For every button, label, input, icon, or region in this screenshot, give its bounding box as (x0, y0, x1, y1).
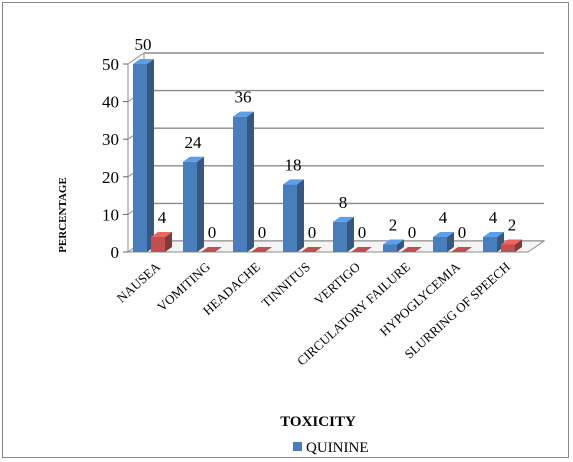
data-label-series-2: 0 (308, 223, 317, 242)
legend-label-quinine: QUININE (306, 440, 368, 456)
legend: QUININE (293, 440, 368, 456)
y-tick-label: 30 (102, 130, 119, 149)
bar-top (433, 231, 454, 237)
data-label-series-2: 0 (458, 223, 467, 242)
bar-face (183, 161, 197, 252)
bar-series-2 (251, 247, 272, 252)
data-label-series-2: 0 (358, 223, 367, 242)
bar-side (197, 156, 204, 252)
bar-series-2 (401, 247, 422, 252)
data-label-quinine: 18 (285, 155, 302, 174)
bar-top (483, 231, 504, 237)
bar-quinine (233, 111, 254, 252)
x-tick-label: VERTIGO (311, 259, 363, 308)
bar-side (297, 179, 304, 252)
x-tick-label: TINNITUS (258, 259, 313, 310)
bar-quinine (333, 216, 354, 252)
data-label-quinine: 2 (389, 215, 398, 234)
y-tick-label: 40 (102, 93, 119, 112)
bar-face (151, 236, 165, 252)
bar-series-2 (301, 247, 322, 252)
bar-top (183, 156, 204, 162)
bar-quinine (383, 239, 404, 252)
bar-top (151, 231, 172, 237)
bar-series-2 (501, 239, 522, 252)
bar-face (483, 236, 497, 252)
bar-face (133, 64, 147, 252)
bar-flat (451, 247, 472, 252)
bar-quinine (283, 179, 304, 252)
bar-top (383, 239, 404, 245)
bar-quinine (433, 231, 454, 252)
bar-top (233, 111, 254, 117)
data-label-series-2: 0 (208, 223, 217, 242)
bar-face (333, 221, 347, 252)
bar-quinine (183, 156, 204, 252)
data-label-quinine: 24 (185, 133, 203, 152)
bar-flat (201, 247, 222, 252)
gridline-depth (127, 52, 145, 65)
bar-face (283, 184, 297, 252)
bar-series-2 (451, 247, 472, 252)
y-tick-label: 10 (102, 205, 119, 224)
bar-flat (301, 247, 322, 252)
bar-face (501, 244, 515, 252)
bar-side (347, 216, 354, 252)
legend-swatch-quinine (293, 442, 302, 451)
bar-series-2 (151, 231, 172, 252)
data-label-series-2: 2 (508, 215, 517, 234)
x-axis-label: TOXICITY (280, 414, 356, 430)
data-label-quinine: 36 (235, 88, 252, 107)
data-label-quinine: 4 (489, 208, 498, 227)
bar-side (397, 239, 404, 252)
bar-quinine (133, 59, 154, 252)
y-tick-label: 0 (111, 243, 120, 262)
data-label-series-2: 0 (258, 223, 267, 242)
x-tick-label: NAUSEA (114, 259, 164, 306)
bar-top (133, 59, 154, 64)
y-tick-label: 20 (102, 168, 119, 187)
bar-side (447, 231, 454, 252)
bar-face (433, 236, 447, 252)
data-label-series-2: 0 (408, 223, 417, 242)
bar-flat (351, 247, 372, 252)
bar-top (283, 179, 304, 185)
y-tick-label: 50 (102, 55, 119, 74)
bar-face (233, 116, 247, 252)
bar-side (165, 231, 172, 252)
data-label-quinine: 8 (339, 193, 348, 212)
bar-series-2 (351, 247, 372, 252)
bar-top (501, 239, 522, 245)
bar-flat (401, 247, 422, 252)
data-label-series-2: 4 (158, 208, 167, 227)
y-axis-label: PERCENTAGE (57, 177, 69, 253)
bar-side (247, 111, 254, 252)
bar-quinine (483, 231, 504, 252)
y-axis-ticks: 0 10 20 30 40 50 (102, 55, 128, 262)
bar-flat (251, 247, 272, 252)
bar-series-2 (201, 247, 222, 252)
bar-top (333, 216, 354, 222)
bar-side (515, 239, 522, 252)
x-axis-ticks: NAUSEAVOMITINGHEADACHETINNITUSVERTIGOCIR… (114, 259, 513, 369)
bars (133, 59, 522, 252)
data-label-quinine: 4 (439, 208, 448, 227)
bar-face (383, 244, 397, 252)
bar-side (147, 59, 154, 252)
data-label-quinine: 50 (135, 35, 152, 54)
